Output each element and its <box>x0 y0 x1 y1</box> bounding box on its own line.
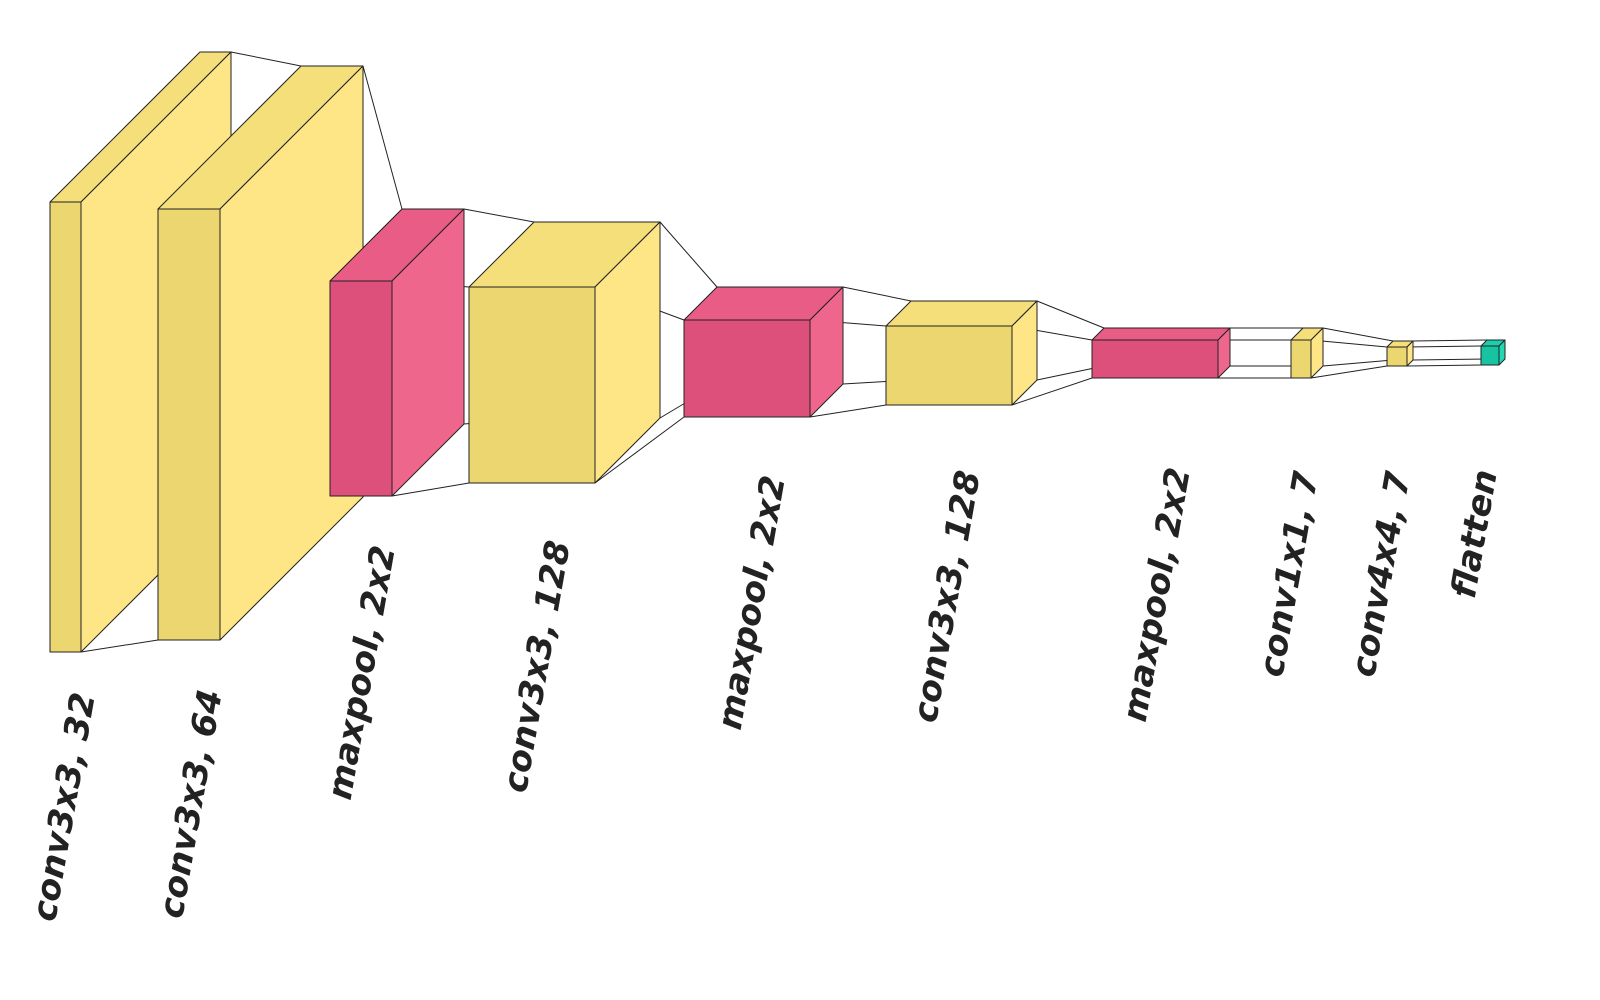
connector <box>1310 339 1388 348</box>
connector <box>1412 339 1488 342</box>
connector <box>1412 358 1488 361</box>
connector <box>1036 300 1105 329</box>
connector <box>1011 377 1093 406</box>
layer-front <box>1091 339 1219 379</box>
layers <box>49 51 1506 653</box>
connector <box>659 221 718 288</box>
layer-front <box>1386 346 1408 367</box>
layer-front <box>1480 345 1500 366</box>
connector <box>1406 364 1482 367</box>
layer-top <box>885 300 1038 327</box>
connector <box>1322 327 1394 342</box>
layer-front <box>1290 339 1312 379</box>
connector <box>230 51 302 67</box>
connector <box>809 404 887 418</box>
connector <box>1310 365 1388 379</box>
layer-front <box>157 208 221 641</box>
layer-front <box>329 280 393 497</box>
connector <box>1322 359 1394 367</box>
layer-front <box>885 325 1013 406</box>
connector <box>80 639 159 653</box>
connector <box>842 286 912 302</box>
layer-top <box>1091 327 1231 341</box>
layer-front <box>683 319 811 418</box>
connector <box>594 416 685 484</box>
layer-front <box>468 286 596 484</box>
connector <box>1406 345 1482 348</box>
connector <box>391 482 470 497</box>
connector <box>463 208 535 223</box>
layer-front <box>49 201 82 653</box>
connector <box>362 65 403 210</box>
